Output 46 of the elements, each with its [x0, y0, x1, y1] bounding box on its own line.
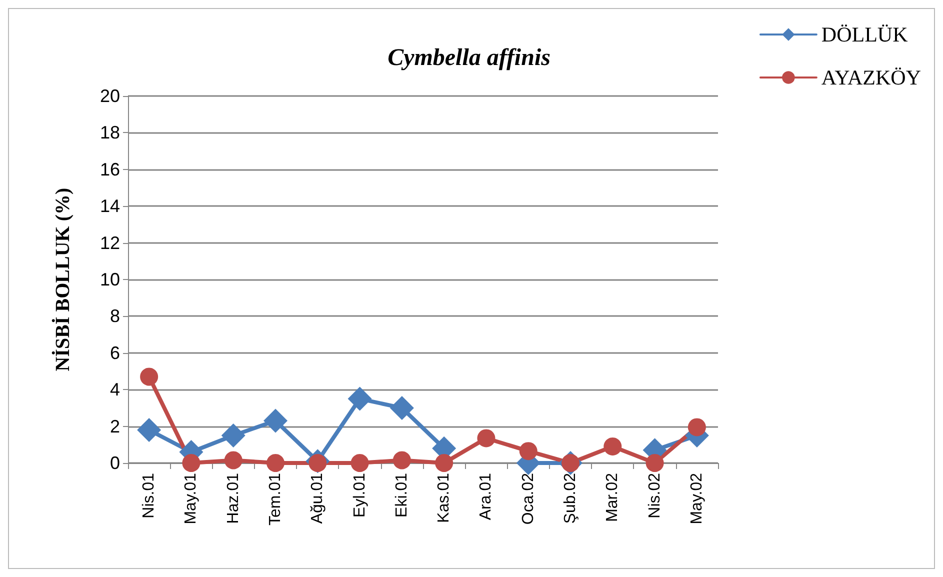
x-tick-label: Oca.02: [520, 472, 537, 525]
x-tick-label: Kas.01: [436, 472, 453, 523]
point: [221, 423, 246, 448]
x-tick-label: Eki.01: [393, 472, 410, 518]
x-tick-label: May.02: [688, 472, 706, 524]
legend-label: AYAZKÖY: [821, 66, 922, 90]
x-tick-label: May.01: [182, 472, 200, 524]
y-tick-label: 0: [110, 453, 120, 473]
point: [604, 437, 622, 456]
x-tick-label: Şub.02: [562, 472, 579, 524]
point: [348, 386, 372, 411]
point: [137, 418, 162, 442]
point: [182, 454, 200, 472]
x-tick-label: Haz.01: [224, 472, 242, 524]
legend-label: DÖLLÜK: [821, 22, 908, 46]
chart-title: Cymbella affinis: [388, 45, 550, 71]
point: [266, 454, 284, 472]
y-tick-label: 10: [100, 270, 120, 290]
point: [477, 429, 496, 448]
y-tick-label: 2: [110, 416, 120, 436]
x-tick-label: Ara.01: [478, 472, 495, 520]
y-tick-label: 8: [110, 306, 120, 326]
point: [435, 454, 454, 472]
y-tick-label: 4: [110, 380, 120, 400]
x-tick-label: Nis.02: [646, 472, 664, 518]
point: [264, 408, 288, 433]
point: [350, 454, 369, 472]
point: [392, 451, 411, 470]
point: [688, 418, 706, 436]
y-tick-label: 16: [100, 159, 120, 180]
point: [390, 396, 414, 420]
y-tick-label: 14: [100, 196, 120, 216]
point: [646, 454, 664, 472]
y-tick-label: 20: [100, 86, 120, 106]
x-tick-label: Eyl.01: [351, 472, 368, 518]
point: [519, 442, 538, 460]
y-tick-label: 18: [100, 122, 120, 143]
point: [140, 368, 158, 386]
point: [224, 451, 242, 470]
x-tick-label: Mar.02: [604, 472, 622, 522]
x-tick-label: Tem.01: [267, 472, 284, 526]
y-tick-label: 6: [110, 342, 120, 363]
x-tick-label: Ağu.01: [309, 472, 326, 524]
x-tick-label: Nis.01: [140, 472, 158, 518]
y-axis-title: NİSBİ BOLLUK (%): [51, 188, 74, 372]
y-tick-label: 12: [100, 232, 120, 253]
